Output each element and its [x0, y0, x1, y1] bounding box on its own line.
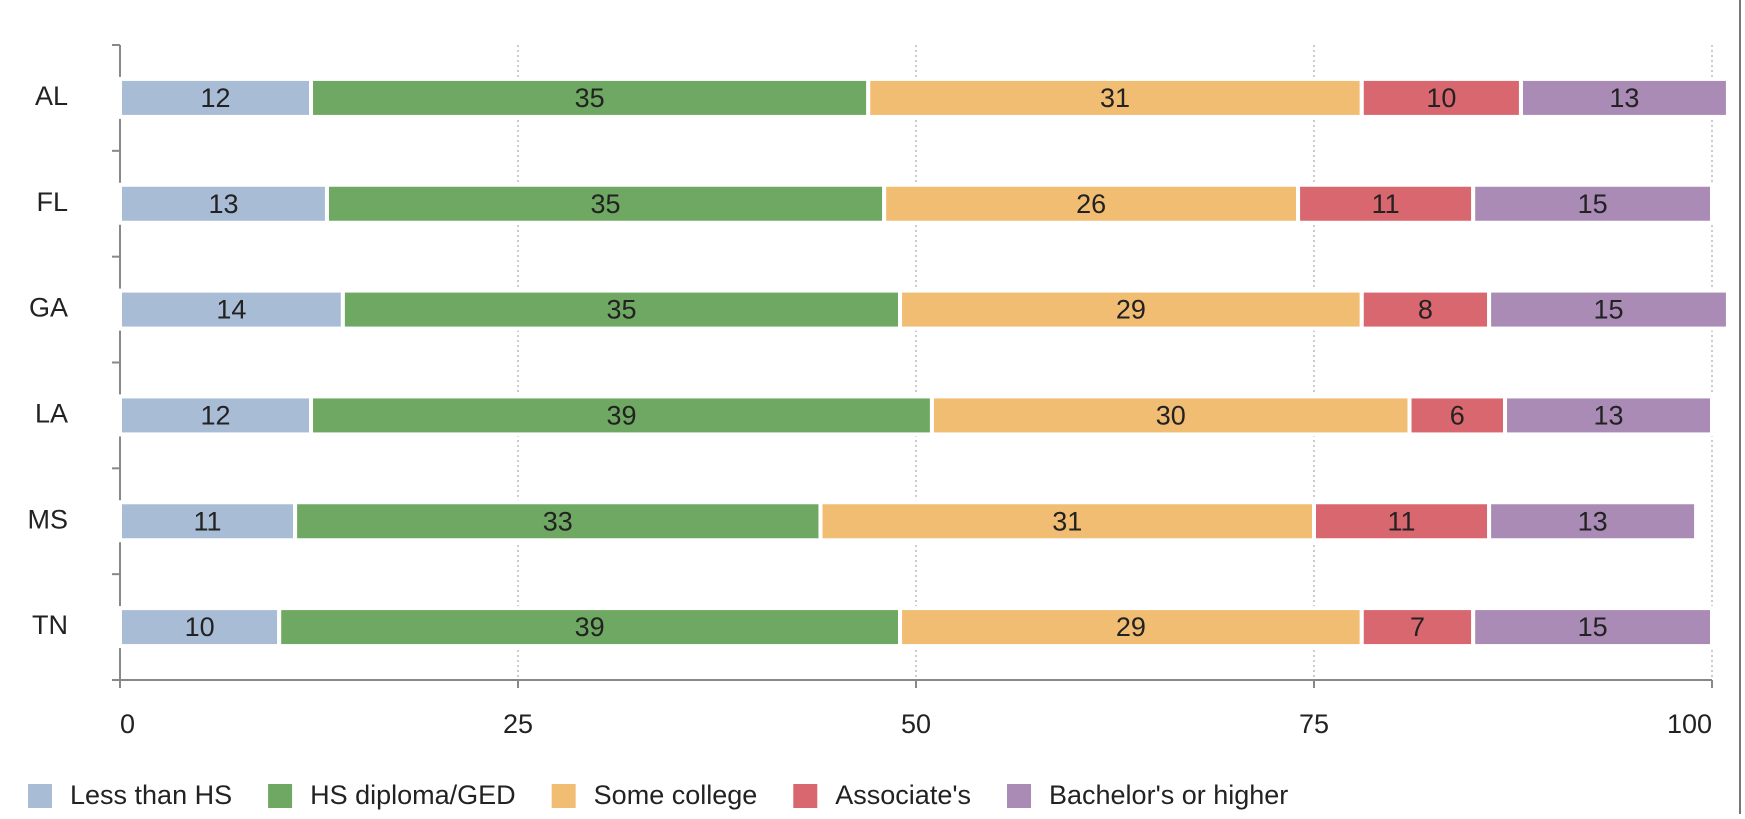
y-tick-label: LA: [35, 399, 68, 429]
legend-label: Associate's: [835, 780, 971, 810]
data-label: 29: [1116, 295, 1146, 325]
data-label: 13: [1609, 83, 1639, 113]
legend-swatch: [551, 784, 576, 808]
data-label: 26: [1076, 189, 1106, 219]
data-label: 39: [575, 612, 605, 642]
legend-label: Some college: [594, 780, 758, 810]
bar-segment: [1487, 500, 1699, 543]
x-tick-label: 100: [1667, 709, 1712, 739]
data-label: 11: [1372, 189, 1400, 219]
bar-segment: [118, 606, 282, 649]
data-label: 39: [606, 401, 636, 431]
data-label: 8: [1418, 295, 1433, 325]
data-label: 10: [1426, 83, 1456, 113]
data-label: 35: [591, 189, 621, 219]
data-label: 13: [1593, 401, 1623, 431]
bar-segment: [118, 288, 345, 331]
y-tick-label: TN: [32, 610, 68, 640]
legend-swatch: [28, 784, 52, 808]
x-tick-label: 75: [1299, 709, 1329, 739]
data-label: 31: [1100, 83, 1130, 113]
data-label: 29: [1116, 612, 1146, 642]
data-label: 15: [1578, 189, 1608, 219]
data-label: 31: [1052, 506, 1082, 536]
bar-segment: [866, 76, 1364, 119]
legend-swatch: [793, 784, 818, 808]
bar-segment: [898, 288, 1364, 331]
legend-swatch: [268, 784, 293, 808]
bar-segment: [1471, 182, 1714, 225]
data-label: 33: [543, 506, 573, 536]
bar-segment: [1359, 76, 1523, 119]
bar-segment: [309, 394, 934, 437]
data-label: 7: [1410, 612, 1425, 642]
data-label: 15: [1593, 295, 1623, 325]
y-tick-label: MS: [28, 504, 69, 534]
bar-segment: [1471, 606, 1714, 649]
legend-label: HS diploma/GED: [310, 780, 516, 810]
data-label: 13: [208, 189, 238, 219]
bar-segment: [340, 288, 903, 331]
data-label: 11: [194, 506, 222, 536]
bar-segment: [1518, 76, 1730, 119]
x-tick-label: 0: [120, 709, 135, 739]
data-label: 35: [575, 83, 605, 113]
bar-segment: [1359, 606, 1476, 649]
data-label: 10: [185, 612, 215, 642]
legend-swatch: [1007, 784, 1031, 808]
data-label: 35: [606, 295, 636, 325]
data-label: 12: [200, 401, 230, 431]
bar-segment: [1312, 500, 1492, 543]
x-tick-label: 50: [901, 709, 931, 739]
legend-label: Bachelor's or higher: [1049, 780, 1288, 810]
y-tick-label: FL: [36, 187, 68, 217]
data-label: 30: [1156, 401, 1186, 431]
y-tick-label: GA: [29, 293, 68, 323]
x-tick-label: 25: [503, 709, 533, 739]
data-label: 12: [200, 83, 230, 113]
bar-segment: [1487, 288, 1730, 331]
data-label: 6: [1450, 401, 1465, 431]
bar-segment: [1503, 394, 1715, 437]
legend-label: Less than HS: [70, 780, 232, 810]
y-tick-label: AL: [35, 81, 68, 111]
data-label: 15: [1578, 612, 1608, 642]
bar-segment: [818, 500, 1316, 543]
bar-segment: [898, 606, 1364, 649]
data-label: 14: [216, 295, 246, 325]
data-label: 13: [1578, 506, 1608, 536]
data-label: 11: [1388, 506, 1416, 536]
